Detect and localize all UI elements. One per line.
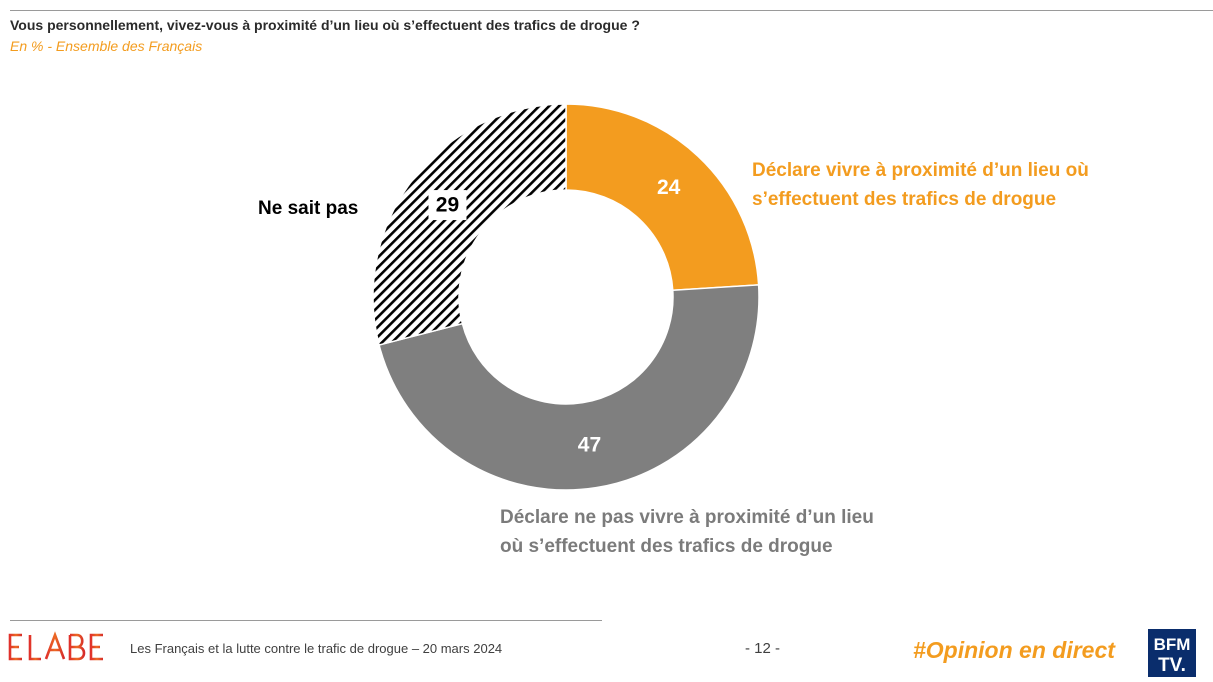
legend-label-near-trafficking: Déclare vivre à proximité d’un lieu où s…	[752, 156, 1089, 214]
question-title: Vous personnellement, vivez-vous à proxi…	[10, 17, 640, 33]
bfm-logo-line1: BFM	[1154, 635, 1191, 654]
legend-label-not-near-line-1: Déclare ne pas vivre à proximité d’un li…	[500, 507, 874, 528]
bfm-tv-logo: BFM TV.	[1148, 629, 1196, 677]
footer-study-title: Les Français et la lutte contre le trafi…	[130, 641, 503, 656]
legend-label-dont-know: Ne sait pas	[258, 198, 359, 219]
value-label-not-near-trafficking: 47	[578, 434, 601, 457]
slice-near-trafficking	[565, 103, 760, 292]
slice-not-near-trafficking	[378, 284, 760, 491]
page-number: - 12 -	[745, 640, 781, 657]
legend-label-not-near-trafficking: Déclare ne pas vivre à proximité d’un li…	[500, 503, 874, 561]
elabe-logo	[8, 631, 103, 661]
value-label-dont-know: 29	[436, 194, 459, 217]
bfm-logo-background	[1148, 629, 1196, 677]
bfm-logo-line2: TV.	[1158, 655, 1186, 676]
value-label-near-trafficking: 24	[657, 176, 681, 199]
slice-dont-know	[372, 103, 567, 346]
top-divider	[10, 10, 1213, 11]
value-label-background	[428, 190, 467, 221]
footer-divider	[10, 620, 602, 621]
opinion-hashtag: #Opinion en direct	[913, 637, 1115, 663]
legend-label-near-line-2: s’effectuent des trafics de drogue	[752, 189, 1057, 210]
legend-label-not-near-line-2: où s’effectuent des trafics de drogue	[500, 536, 833, 557]
question-subtitle: En % - Ensemble des Français	[10, 38, 203, 54]
legend-label-near-line-1: Déclare vivre à proximité d’un lieu où	[752, 160, 1089, 181]
